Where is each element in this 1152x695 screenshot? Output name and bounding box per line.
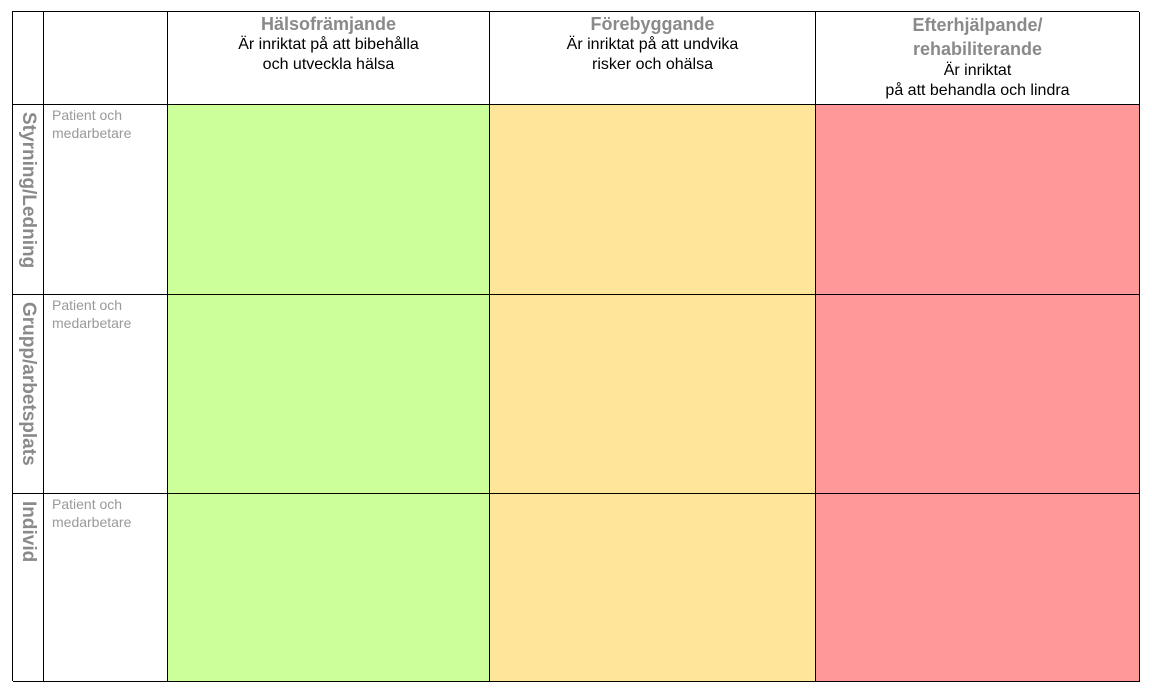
row-sublabel: Patient och medarbetare	[44, 105, 168, 295]
health-matrix-table: Hälsofrämjande Är inriktat på att bibehå…	[12, 11, 1140, 682]
column-description: på att behandla och lindra	[885, 82, 1070, 99]
column-header-halsoframjande: Hälsofrämjande Är inriktat på att bibehå…	[168, 12, 490, 105]
cell-individ-halsoframjande[interactable]	[168, 494, 490, 682]
sublabel-line: Patient och	[52, 107, 123, 123]
column-description: risker och ohälsa	[592, 56, 713, 73]
cell-styrning-efterhjalpande[interactable]	[816, 105, 1140, 295]
column-description: Är inriktat	[943, 62, 1012, 79]
row-label-grupp-arbetsplats: Grupp/arbetsplats	[13, 295, 44, 494]
sublabel-line: Patient och	[52, 496, 123, 512]
column-description: Är inriktat på att bibehålla	[238, 36, 419, 53]
row-sublabel: Patient och medarbetare	[44, 295, 168, 494]
cell-grupp-forebyggande[interactable]	[490, 295, 816, 494]
cell-individ-forebyggande[interactable]	[490, 494, 816, 682]
column-title: Förebyggande	[590, 14, 715, 34]
column-header-forebyggande: Förebyggande Är inriktat på att undvika …	[490, 12, 816, 105]
column-title: rehabiliterande	[912, 39, 1043, 59]
row-sublabel: Patient och medarbetare	[44, 494, 168, 682]
column-header-efterhjalpande: Efterhjälpande/ rehabiliterande Är inrik…	[816, 12, 1140, 105]
row-label-styrning-ledning: Styrning/Ledning	[13, 105, 44, 295]
column-title: Hälsofrämjande	[260, 14, 397, 34]
row-label-text: Individ	[18, 501, 39, 563]
cell-styrning-forebyggande[interactable]	[490, 105, 816, 295]
sublabel-line: medarbetare	[52, 315, 132, 331]
corner-cell-sub	[44, 12, 168, 105]
row-label-text: Grupp/arbetsplats	[18, 302, 39, 466]
cell-grupp-efterhjalpande[interactable]	[816, 295, 1140, 494]
column-title: Efterhjälpande/	[912, 15, 1043, 35]
sublabel-line: Patient och	[52, 297, 123, 313]
column-description: och utveckla hälsa	[262, 56, 395, 73]
column-description: Är inriktat på att undvika	[566, 36, 739, 53]
corner-cell	[13, 12, 44, 105]
cell-individ-efterhjalpande[interactable]	[816, 494, 1140, 682]
cell-grupp-halsoframjande[interactable]	[168, 295, 490, 494]
sublabel-line: medarbetare	[52, 514, 132, 530]
row-label-individ: Individ	[13, 494, 44, 682]
row-label-text: Styrning/Ledning	[18, 112, 39, 269]
sublabel-line: medarbetare	[52, 125, 132, 141]
cell-styrning-halsoframjande[interactable]	[168, 105, 490, 295]
